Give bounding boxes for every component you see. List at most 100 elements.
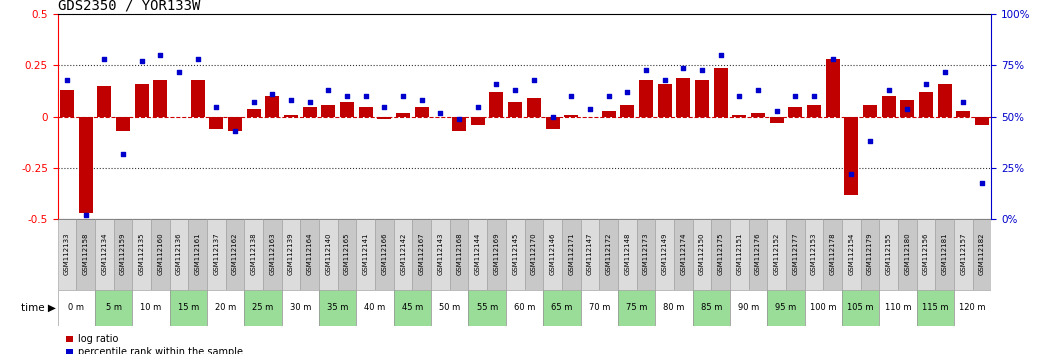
Bar [601,111,616,117]
Point [899,106,916,112]
Point [806,93,822,99]
Text: GSM112156: GSM112156 [923,232,929,275]
Text: 90 m: 90 m [737,303,759,313]
Text: 35 m: 35 m [327,303,348,313]
Text: GSM112152: GSM112152 [773,232,779,275]
Text: GSM112162: GSM112162 [232,232,238,275]
Bar [917,219,936,290]
Point [749,87,766,93]
Bar [357,219,376,290]
Bar [580,219,599,290]
Bar [767,219,786,290]
Bar [191,80,205,117]
Bar [826,59,839,117]
Bar [658,84,671,117]
Bar [116,117,130,131]
Text: 5 m: 5 m [106,303,122,313]
Bar [412,219,431,290]
Bar [170,290,207,326]
Bar [134,84,149,117]
Text: GSM112133: GSM112133 [64,232,70,275]
Bar [359,107,372,117]
Bar [450,219,469,290]
Point [432,110,449,115]
Bar [151,219,170,290]
Text: GSM112181: GSM112181 [942,232,947,275]
Point [507,87,523,93]
Point [936,69,952,74]
Point [861,139,878,144]
Text: 110 m: 110 m [884,303,912,313]
Text: 65 m: 65 m [551,303,573,313]
Text: GSM112169: GSM112169 [493,232,499,275]
Text: GSM112149: GSM112149 [662,232,667,275]
Point [768,108,785,114]
Text: GSM112161: GSM112161 [195,232,200,275]
Point [973,180,990,185]
Bar [263,219,282,290]
Bar [957,111,970,117]
Text: 10 m: 10 m [141,303,162,313]
Bar [95,290,132,326]
Bar [397,113,410,117]
Text: 15 m: 15 m [177,303,199,313]
Bar [319,219,338,290]
Bar [618,219,637,290]
Bar [527,98,541,117]
Bar [132,219,151,290]
Bar [414,107,429,117]
Bar [393,219,412,290]
Bar [767,290,805,326]
Bar [431,219,450,290]
Bar [113,219,132,290]
Point [619,89,636,95]
Bar [564,115,578,117]
Text: GSM112140: GSM112140 [325,232,331,275]
Text: GSM112175: GSM112175 [718,232,724,275]
Bar [562,219,580,290]
Bar [694,80,709,117]
Bar [469,219,487,290]
Bar [972,219,991,290]
Bar [170,219,189,290]
Text: 25 m: 25 m [253,303,274,313]
Point [114,151,131,156]
Text: GSM112172: GSM112172 [605,232,612,275]
Text: GSM112160: GSM112160 [157,232,164,275]
Text: 60 m: 60 m [514,303,535,313]
Bar [58,290,95,326]
Text: GSM112134: GSM112134 [102,232,107,275]
Bar [471,117,485,125]
Text: time ▶: time ▶ [21,303,56,313]
Bar [881,96,896,117]
Point [526,77,542,83]
Text: 75 m: 75 m [626,303,647,313]
Point [376,104,392,109]
Point [394,93,411,99]
Bar [378,117,391,119]
Bar [338,219,357,290]
Point [955,99,971,105]
Bar [730,219,749,290]
Bar [954,219,972,290]
Point [171,69,188,74]
Point [488,81,505,87]
Point [264,91,281,97]
Point [544,114,561,120]
Text: GSM112146: GSM112146 [550,232,556,275]
Point [133,58,150,64]
Text: GSM112171: GSM112171 [569,232,574,275]
Text: 95 m: 95 m [775,303,796,313]
Bar [431,290,469,326]
Bar [711,219,730,290]
Point [413,98,430,103]
Text: GSM112157: GSM112157 [960,232,966,275]
Point [562,93,579,99]
Bar [319,290,357,326]
Bar [749,219,767,290]
Text: GSM112164: GSM112164 [306,232,313,275]
Bar [153,80,168,117]
Bar [228,117,242,131]
Bar [490,92,504,117]
Bar [207,290,244,326]
